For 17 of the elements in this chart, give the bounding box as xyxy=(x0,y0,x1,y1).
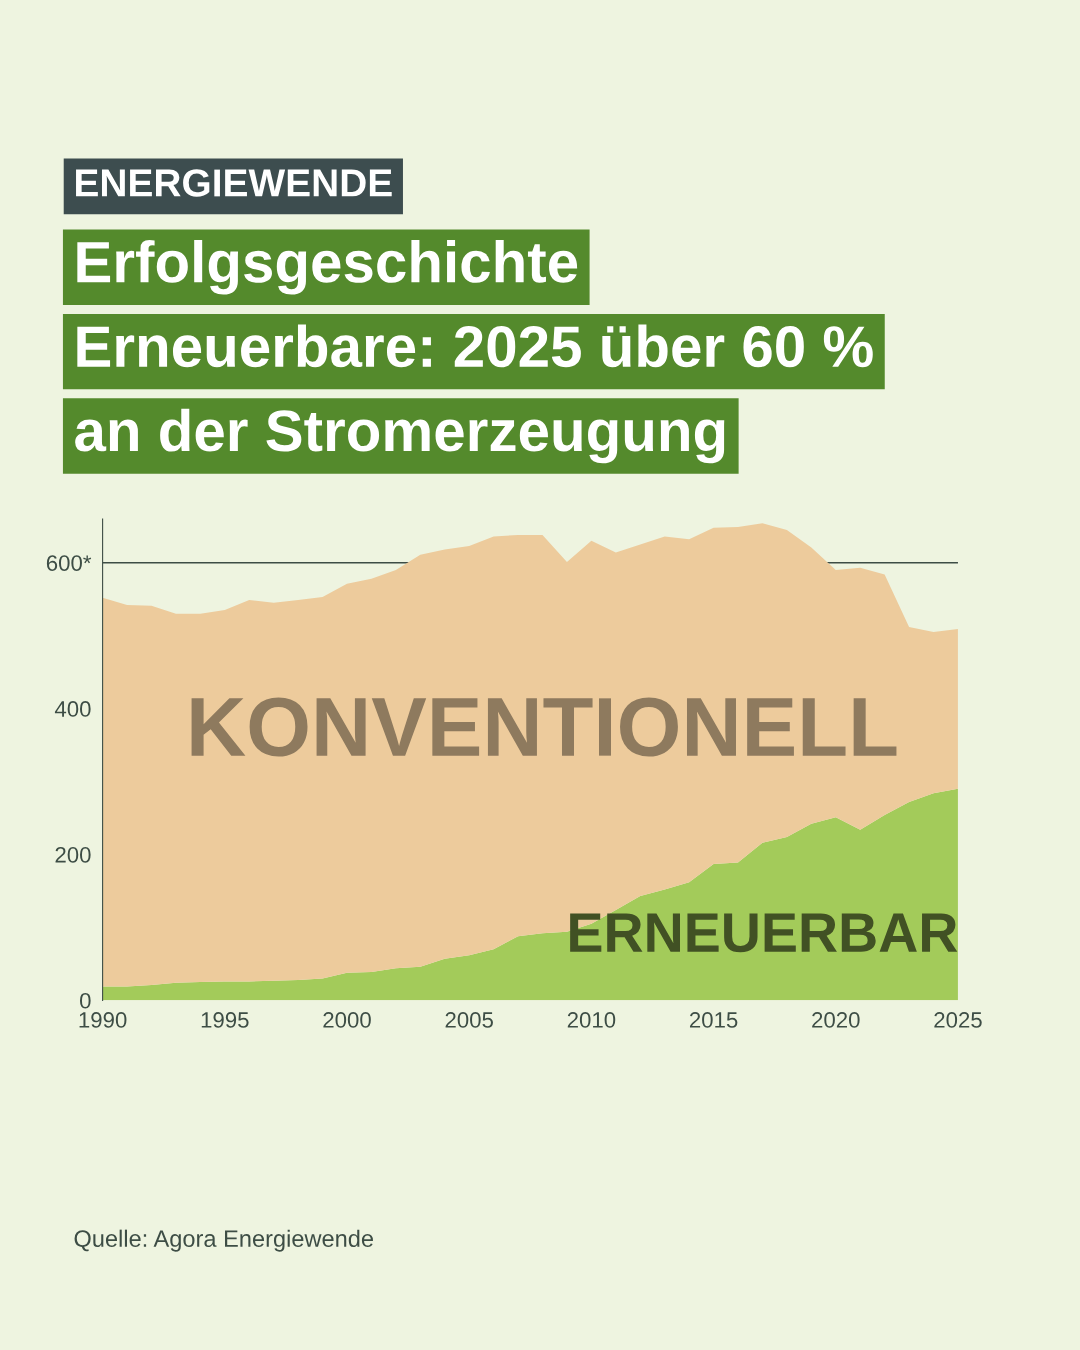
series-label: ERNEUERBAR xyxy=(570,913,958,953)
series-label: KONVENTIONELL xyxy=(191,697,897,757)
x-tick-label: 2005 xyxy=(445,1012,493,1028)
y-tick-label: 0 xyxy=(80,992,91,1009)
y-tick-label: 200 xyxy=(55,847,91,863)
chart-title: Erfolgsgeschichte Erneuerbare: 2025 über 60 % an der Stromerzeugung xyxy=(75,239,873,464)
x-tick-label: 1990 xyxy=(79,1012,127,1028)
y-tick-label: 400 xyxy=(54,701,91,717)
chart-subtitle: ENERGIEWENDE xyxy=(76,169,392,197)
x-tick-label: 1995 xyxy=(201,1012,249,1028)
x-tick-label: 2010 xyxy=(567,1012,616,1028)
x-tick-label: 2020 xyxy=(812,1012,860,1028)
x-tick-label: 2025 xyxy=(934,1012,982,1028)
source-note: Quelle: Agora Energiewende xyxy=(74,1229,373,1252)
x-tick-label: 2015 xyxy=(689,1012,738,1028)
y-tick-label: 600* xyxy=(46,555,92,571)
x-tick-label: 2000 xyxy=(323,1012,371,1028)
